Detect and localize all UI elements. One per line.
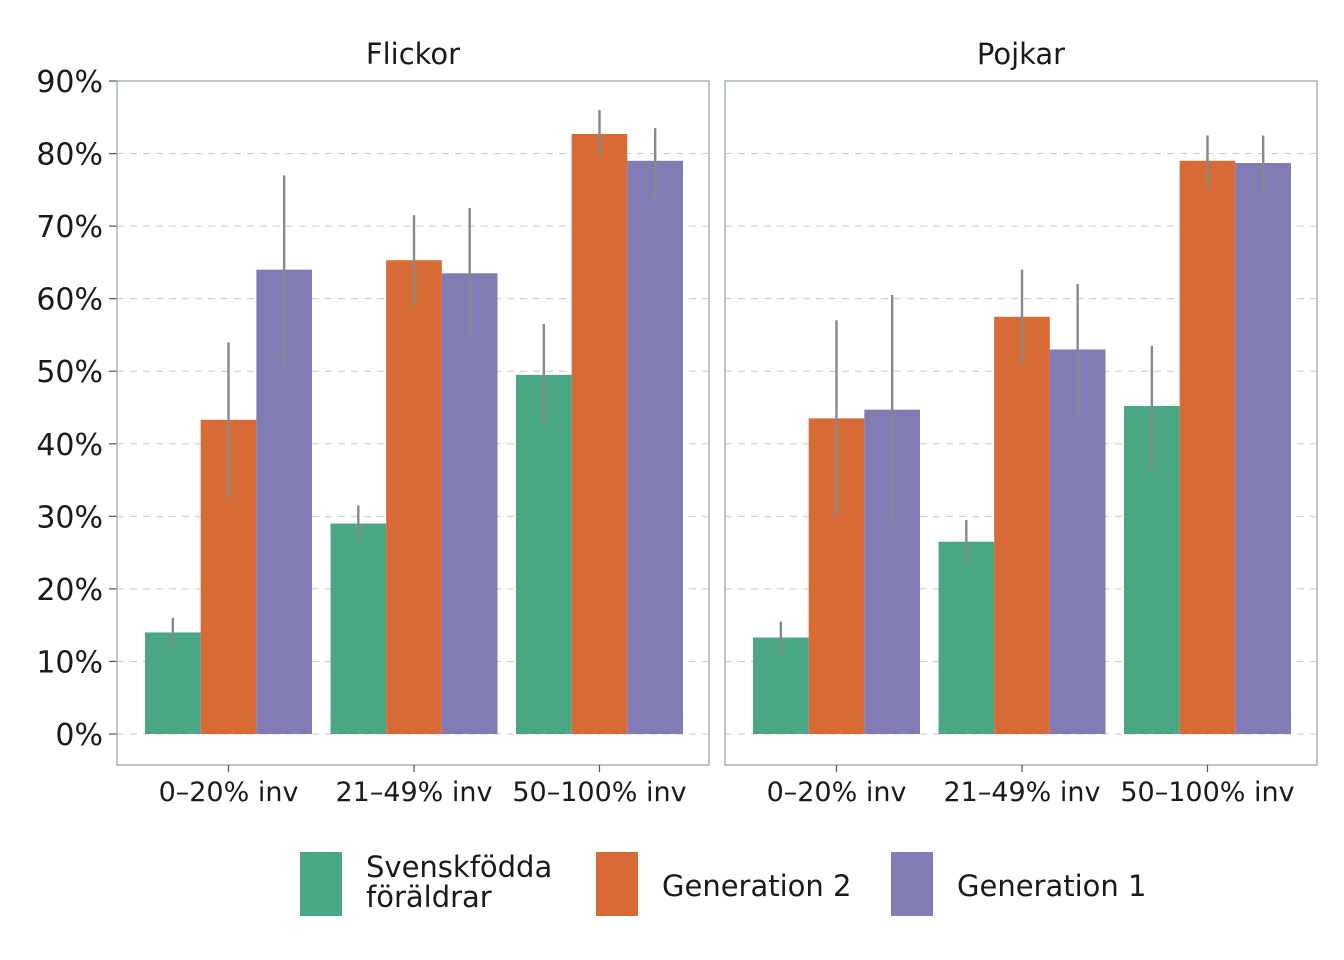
facet-title: Flickor: [366, 37, 460, 71]
bar: [330, 523, 387, 734]
legend-swatch: [891, 852, 933, 916]
bar: [938, 541, 995, 734]
y-tick-label: 60%: [36, 283, 103, 318]
y-tick-label: 30%: [36, 500, 103, 535]
bar: [516, 374, 572, 734]
y-tick-label: 50%: [36, 355, 103, 390]
legend-label: Generation 2: [662, 869, 851, 903]
y-tick-label: 80%: [36, 138, 103, 173]
bar: [441, 273, 498, 734]
x-tick-label: 21–49% inv: [943, 777, 1100, 808]
bar: [571, 133, 628, 734]
bar: [386, 260, 442, 734]
bar: [1179, 160, 1236, 735]
x-tick-label: 50–100% inv: [1120, 777, 1294, 808]
bar: [1235, 162, 1291, 734]
facet-title: Pojkar: [977, 37, 1065, 71]
x-tick-label: 50–100% inv: [512, 777, 686, 808]
legend-label: Svenskfödda: [366, 850, 552, 884]
legend-swatch: [596, 852, 638, 916]
bar: [994, 316, 1050, 734]
y-tick-label: 40%: [36, 428, 103, 463]
x-tick-label: 0–20% inv: [767, 777, 907, 808]
y-tick-label: 0%: [55, 718, 103, 753]
legend-label: Generation 1: [957, 869, 1146, 903]
legend-swatch: [300, 852, 342, 916]
y-tick-label: 10%: [36, 645, 103, 680]
y-tick-label: 70%: [36, 210, 103, 245]
y-tick-label: 20%: [36, 573, 103, 608]
bar: [627, 160, 683, 735]
legend-label: föräldrar: [366, 880, 492, 914]
x-tick-label: 0–20% inv: [159, 777, 299, 808]
bar: [145, 632, 201, 734]
y-tick-label: 90%: [36, 65, 103, 100]
x-tick-label: 21–49% inv: [335, 777, 492, 808]
